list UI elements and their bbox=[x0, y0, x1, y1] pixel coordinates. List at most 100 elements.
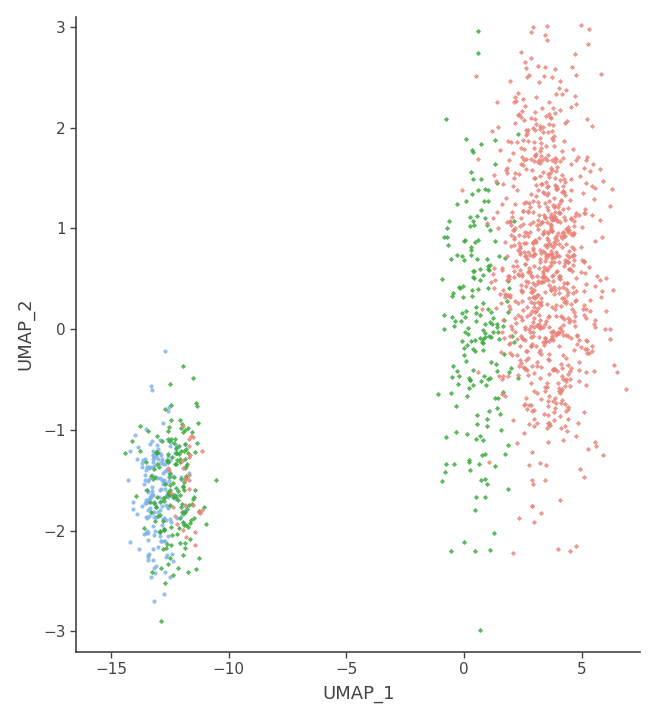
Point bbox=[135, 445, 145, 456]
Point bbox=[597, 286, 607, 297]
Point bbox=[529, 156, 539, 167]
Point bbox=[571, 285, 581, 297]
Point bbox=[139, 474, 150, 486]
Point bbox=[518, 399, 529, 410]
Point bbox=[519, 154, 530, 166]
Point bbox=[491, 176, 501, 187]
Point bbox=[141, 498, 152, 509]
Point bbox=[568, 287, 579, 299]
Point bbox=[471, 71, 482, 82]
Point bbox=[181, 472, 191, 483]
Point bbox=[491, 178, 502, 189]
Point bbox=[524, 265, 534, 276]
Point bbox=[529, 420, 539, 432]
Point bbox=[549, 200, 560, 212]
Point bbox=[574, 334, 585, 346]
Point bbox=[170, 444, 181, 455]
Point bbox=[534, 209, 545, 220]
Point bbox=[533, 184, 543, 195]
Point bbox=[566, 228, 576, 240]
Point bbox=[504, 300, 514, 312]
Point bbox=[528, 195, 539, 207]
Point bbox=[558, 174, 569, 185]
Point bbox=[165, 467, 175, 479]
Point bbox=[188, 431, 198, 443]
Point bbox=[179, 519, 189, 531]
Point bbox=[545, 212, 555, 223]
Point bbox=[549, 211, 560, 222]
Point bbox=[461, 134, 471, 145]
Point bbox=[547, 199, 558, 210]
Point bbox=[191, 563, 201, 575]
Point bbox=[489, 274, 500, 286]
Point bbox=[470, 505, 480, 516]
Point bbox=[551, 246, 561, 258]
Point bbox=[540, 336, 551, 348]
Point bbox=[528, 330, 538, 342]
Point bbox=[553, 228, 564, 239]
Point bbox=[471, 301, 482, 312]
Point bbox=[545, 220, 556, 231]
Point bbox=[169, 489, 179, 500]
Point bbox=[519, 237, 530, 248]
Point bbox=[601, 272, 612, 284]
Point bbox=[147, 384, 157, 396]
Point bbox=[535, 372, 545, 384]
Point bbox=[529, 248, 539, 260]
Point bbox=[568, 282, 578, 293]
Point bbox=[559, 380, 570, 392]
Point bbox=[170, 458, 181, 469]
Point bbox=[456, 315, 466, 326]
Point bbox=[502, 162, 512, 174]
Point bbox=[154, 525, 165, 536]
Point bbox=[466, 144, 477, 156]
Point bbox=[528, 312, 539, 324]
Point bbox=[545, 284, 556, 296]
Point bbox=[515, 248, 526, 260]
Point bbox=[447, 371, 458, 382]
Point bbox=[529, 321, 539, 333]
Point bbox=[543, 395, 553, 407]
Point bbox=[123, 474, 133, 485]
Point bbox=[508, 225, 518, 236]
Point bbox=[580, 207, 591, 219]
Point bbox=[555, 104, 566, 115]
Point bbox=[135, 420, 146, 431]
Point bbox=[186, 515, 196, 526]
Point bbox=[526, 188, 536, 199]
Point bbox=[553, 207, 564, 219]
Point bbox=[585, 305, 595, 317]
Point bbox=[154, 526, 165, 538]
Point bbox=[552, 214, 562, 225]
Point bbox=[152, 472, 162, 484]
Point bbox=[476, 474, 487, 486]
Point bbox=[478, 338, 488, 349]
Point bbox=[503, 270, 514, 282]
Point bbox=[463, 323, 473, 334]
Point bbox=[513, 369, 524, 381]
Point bbox=[143, 549, 154, 560]
Point bbox=[560, 353, 571, 364]
Point bbox=[557, 186, 568, 197]
Point bbox=[560, 230, 570, 242]
Point bbox=[507, 349, 517, 361]
Point bbox=[558, 261, 569, 272]
Point bbox=[512, 87, 523, 99]
Point bbox=[519, 143, 530, 155]
Point bbox=[506, 136, 516, 148]
Point bbox=[569, 91, 579, 102]
Point bbox=[509, 266, 520, 277]
Point bbox=[541, 423, 552, 434]
Point bbox=[537, 321, 548, 333]
Point bbox=[526, 405, 537, 417]
Point bbox=[180, 542, 191, 554]
Point bbox=[482, 253, 492, 265]
Point bbox=[548, 364, 558, 375]
Point bbox=[512, 128, 523, 140]
Point bbox=[552, 266, 562, 277]
Point bbox=[607, 184, 618, 195]
Point bbox=[500, 449, 510, 460]
Point bbox=[570, 271, 581, 283]
Point bbox=[526, 500, 537, 511]
Point bbox=[133, 544, 144, 555]
